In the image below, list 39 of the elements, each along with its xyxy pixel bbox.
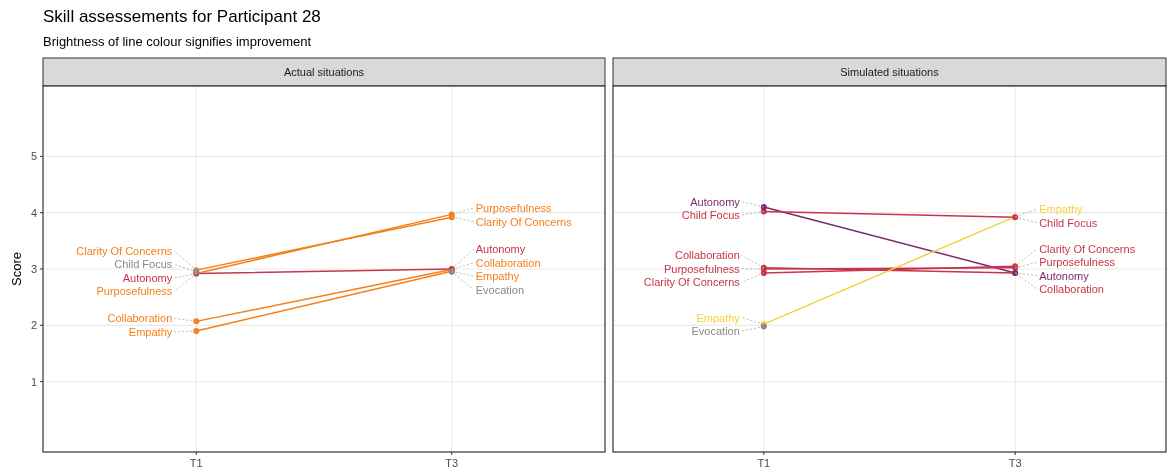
text: Clarity Of Concerns (1039, 242, 1136, 255)
series-label: Empathy (475, 270, 520, 283)
series-label: Purposefulness (475, 202, 553, 215)
x-tick-label: T1 (189, 457, 203, 469)
text: Empathy (128, 325, 173, 338)
y-axis-title: Score (9, 252, 24, 286)
x-tick-label: T1 (757, 457, 771, 469)
series-label: Evocation (691, 325, 740, 338)
chart-title: Actual situations (283, 66, 365, 78)
series-label: Child Focus (1039, 216, 1098, 229)
text: Collaboration (107, 312, 173, 325)
x-tick-label: T3 (1008, 457, 1022, 469)
y-tick-label: 3 (30, 263, 37, 275)
text: Child Focus (681, 209, 740, 222)
text: Purposefulness (96, 285, 173, 298)
series-label: Purposefulness (1039, 256, 1116, 269)
text: Brightness of line colour signifies improvement (43, 34, 312, 49)
series-label: Collaboration (475, 256, 541, 269)
series-label: Child Focus (114, 258, 173, 271)
text: Autonomy (475, 243, 526, 256)
text: Empathy (696, 311, 740, 324)
y-tick-label: 4 (30, 206, 37, 219)
series-label: Empathy (1039, 203, 1084, 216)
text: Purposefulness (663, 262, 740, 275)
series-label: Autonomy (1039, 269, 1090, 282)
series-label: Clarity Of Concerns (643, 276, 741, 289)
text: Autonomy (690, 195, 740, 208)
text: Clarity Of Concerns (76, 244, 173, 257)
y-tick-label: 5 (30, 150, 37, 163)
series-label: Autonomy (122, 271, 173, 284)
text: Skill assessements for Participant 28 (43, 7, 321, 26)
y-tick-label: 2 (30, 319, 37, 332)
x-tick-label: T3 (445, 457, 459, 469)
series-label: Collaboration (674, 249, 740, 262)
y-tick-label: 1 (30, 375, 37, 388)
chart-title: Simulated situations (840, 66, 940, 78)
text: Collaboration (1039, 283, 1105, 296)
series-label: Clarity Of Concerns (475, 215, 573, 228)
text: Evocation (475, 283, 525, 296)
